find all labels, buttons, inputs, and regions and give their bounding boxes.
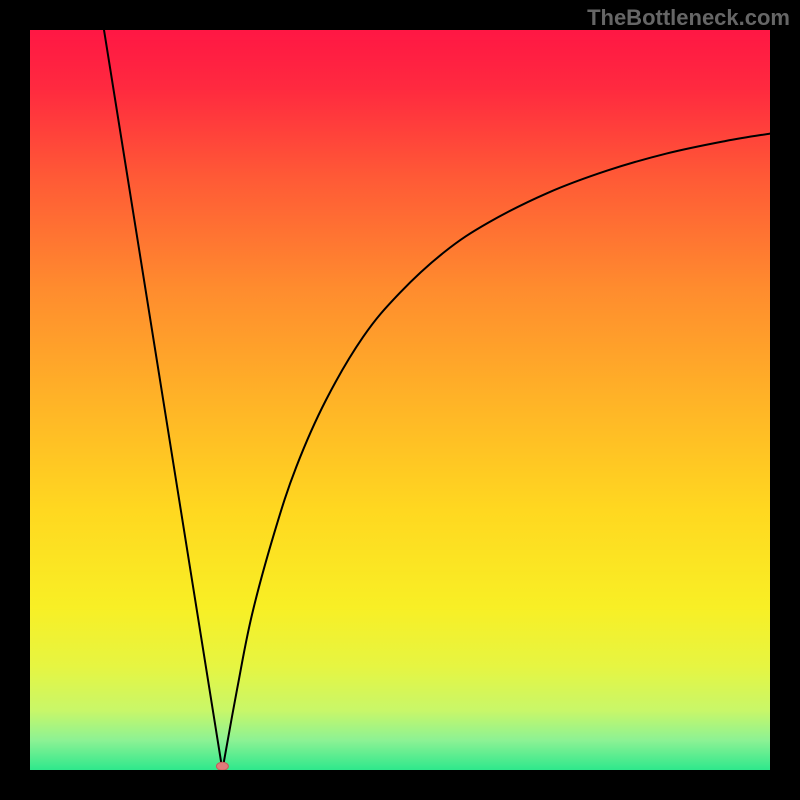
chart-root: TheBottleneck.com	[0, 0, 800, 800]
plot-area	[30, 30, 770, 770]
minimum-marker	[216, 762, 228, 770]
gradient-background	[30, 30, 770, 770]
watermark-text: TheBottleneck.com	[587, 5, 790, 31]
chart-svg	[30, 30, 770, 770]
